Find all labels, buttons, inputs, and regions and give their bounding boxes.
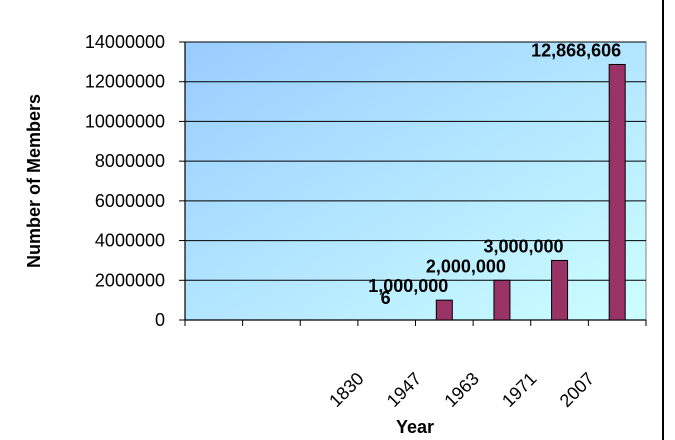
y-tick-label: 0 — [155, 310, 165, 330]
x-tick-label: 1971 — [498, 369, 540, 411]
x-tick-label: 1963 — [440, 369, 482, 411]
bar — [551, 259, 569, 321]
data-label: 3,000,000 — [483, 236, 563, 256]
x-tick-label: 1947 — [383, 369, 425, 411]
bar — [608, 63, 626, 321]
data-label: 2,000,000 — [426, 256, 506, 276]
y-tick-label: 6000000 — [95, 191, 165, 211]
bar — [493, 279, 511, 321]
y-tick-label: 8000000 — [95, 151, 165, 171]
labels: 0 2000000 4000000 6000000 8000000 10000000 120… — [85, 32, 621, 411]
x-axis-title: Year — [396, 417, 434, 437]
data-label: 6 — [381, 288, 391, 308]
y-tick-label: 4000000 — [95, 231, 165, 251]
bar — [435, 299, 453, 321]
frame-border — [662, 0, 664, 440]
y-tick-label: 10000000 — [85, 111, 165, 131]
x-tick-label: 2007 — [556, 369, 598, 411]
bars — [435, 63, 626, 321]
data-label: 12,868,606 — [531, 40, 621, 60]
y-axis-title: Number of Members — [24, 94, 44, 268]
axes — [179, 41, 647, 326]
plot-area — [184, 41, 647, 321]
gridlines — [185, 41, 646, 281]
y-tick-label: 2000000 — [95, 270, 165, 290]
y-tick-label: 12000000 — [85, 72, 165, 92]
y-tick-label: 14000000 — [85, 32, 165, 52]
data-label: 1,000,000 — [368, 276, 448, 296]
x-tick-label: 1830 — [325, 369, 367, 411]
